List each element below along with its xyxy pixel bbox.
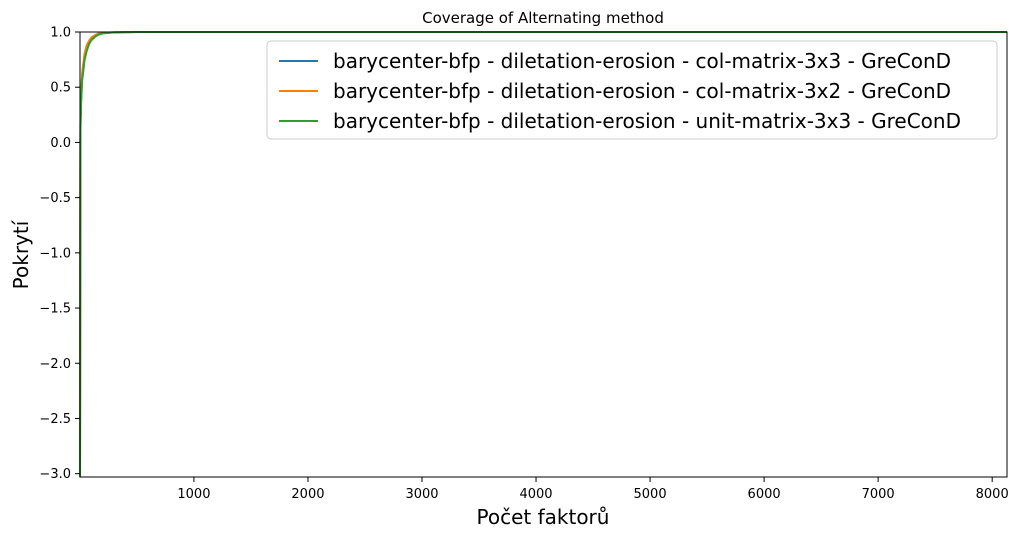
legend-label-1: barycenter-bfp - diletation-erosion - co… [333, 49, 951, 73]
x-tick-label: 4000 [519, 487, 552, 502]
x-tick-label: 1000 [177, 487, 210, 502]
x-tick-label: 5000 [634, 487, 667, 502]
chart-title: Coverage of Alternating method [422, 9, 664, 27]
plot-frame [79, 31, 1008, 478]
x-axis-label: Počet faktorů [477, 505, 610, 529]
x-axis: 1000 2000 3000 4000 5000 6000 7000 8000 [177, 477, 1009, 502]
legend: barycenter-bfp - diletation-erosion - co… [266, 40, 998, 140]
y-tick-label: −1.5 [39, 302, 71, 317]
legend-label-3: barycenter-bfp - diletation-erosion - un… [333, 109, 961, 133]
y-tick-label: −2.0 [39, 357, 71, 372]
y-tick-label: −1.0 [39, 246, 71, 261]
y-tick-label: 0.5 [50, 81, 71, 96]
x-tick-label: 7000 [862, 487, 895, 502]
y-axis-label: Pokrytí [9, 219, 33, 289]
legend-box [266, 40, 998, 140]
y-tick-label: −0.5 [39, 191, 71, 206]
x-tick-label: 6000 [748, 487, 781, 502]
y-tick-label: 1.0 [50, 26, 71, 41]
legend-label-2: barycenter-bfp - diletation-erosion - co… [333, 79, 951, 103]
y-tick-label: 0.0 [50, 136, 71, 151]
x-tick-label: 8000 [976, 487, 1009, 502]
y-axis: 1.0 0.5 0.0 −0.5 −1.0 −1.5 −2.0 −2.5 −3.0 [39, 26, 80, 482]
y-tick-label: −2.5 [39, 412, 71, 427]
y-tick-label: −3.0 [39, 467, 71, 482]
x-tick-label: 3000 [405, 487, 438, 502]
x-tick-label: 2000 [291, 487, 324, 502]
